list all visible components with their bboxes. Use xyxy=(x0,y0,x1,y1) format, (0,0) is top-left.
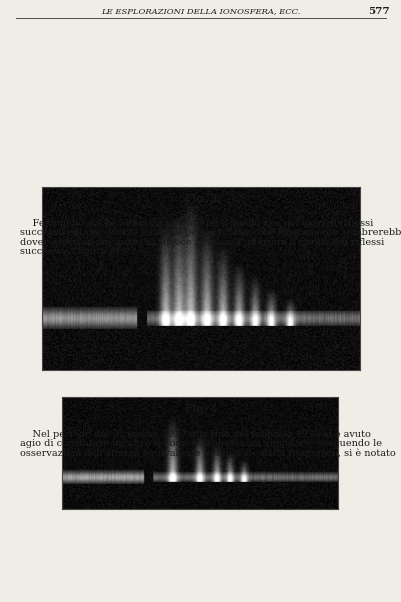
Text: LE ESPLORAZIONI DELLA IONOSFERA, ECC.: LE ESPLORAZIONI DELLA IONOSFERA, ECC. xyxy=(101,7,300,15)
Text: Fig. 3: Fig. 3 xyxy=(184,194,217,203)
Text: successivi di uno stesso strato, il primo riflesso che logicamente sembrerebbe: successivi di uno stesso strato, il prim… xyxy=(20,228,401,237)
Text: agio di constatare un'altro fenomeno abbastanza singolare; eseguendo le: agio di constatare un'altro fenomeno abb… xyxy=(20,439,381,448)
Text: Nel periodo dal dicembre 1937 alla fine del febbraio 1938 si è avuto: Nel periodo dal dicembre 1937 alla fine … xyxy=(20,429,370,439)
Text: successivi (figura 4).: successivi (figura 4). xyxy=(20,247,123,256)
Text: Fenomeno anche abbastanza comune è quello che nel caso di riflessi: Fenomeno anche abbastanza comune è quell… xyxy=(20,219,372,228)
Text: 577: 577 xyxy=(367,7,389,16)
Text: Fig. 4: Fig. 4 xyxy=(184,405,217,414)
Text: osservazioni dell'altezza equivalente in funzione della frequenza, si è notato: osservazioni dell'altezza equivalente in… xyxy=(20,448,395,458)
Text: dover essere il più forte, ha invece ampiezza inferiore a quella dei riflessi: dover essere il più forte, ha invece amp… xyxy=(20,238,383,247)
